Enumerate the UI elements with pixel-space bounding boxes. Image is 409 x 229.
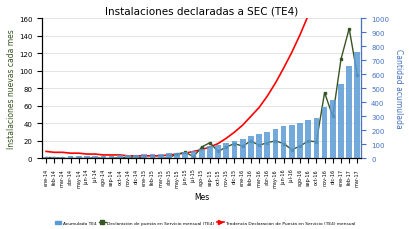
Bar [329, 101, 335, 159]
Bar [59, 157, 65, 159]
Bar [256, 135, 261, 159]
Bar [157, 154, 163, 159]
Bar [182, 152, 188, 159]
Bar [207, 147, 212, 159]
Bar [51, 157, 57, 159]
Bar [247, 137, 253, 159]
Title: Instalaciones declaradas a SEC (TE4): Instalaciones declaradas a SEC (TE4) [105, 7, 298, 17]
X-axis label: Mes: Mes [193, 193, 209, 202]
Bar [84, 157, 90, 159]
Bar [321, 108, 327, 159]
Bar [190, 151, 196, 159]
Bar [337, 85, 343, 159]
Bar [354, 53, 360, 159]
Bar [346, 67, 351, 159]
Bar [43, 157, 49, 159]
Bar [108, 156, 114, 159]
Bar [280, 127, 286, 159]
Bar [231, 142, 237, 159]
Bar [313, 118, 319, 159]
Bar [264, 132, 270, 159]
Bar [117, 155, 122, 159]
Y-axis label: Instalaciones nuevas cada mes: Instalaciones nuevas cada mes [7, 29, 16, 149]
Bar [305, 121, 310, 159]
Bar [166, 154, 171, 159]
Bar [174, 153, 180, 159]
Bar [297, 124, 302, 159]
Bar [92, 156, 98, 159]
Bar [125, 155, 130, 159]
Bar [288, 125, 294, 159]
Bar [149, 154, 155, 159]
Bar [215, 146, 220, 159]
Bar [67, 157, 73, 159]
Bar [76, 157, 81, 159]
Bar [100, 156, 106, 159]
Bar [198, 149, 204, 159]
Bar [272, 129, 278, 159]
Y-axis label: Cantidad acumulada: Cantidad acumulada [393, 49, 402, 129]
Bar [141, 154, 147, 159]
Bar [133, 155, 139, 159]
Bar [223, 144, 229, 159]
Bar [239, 139, 245, 159]
Legend: Acumulado TE4, Declaración de puesta en Servicio mensual (TE4), Tendencia Declar: Acumulado TE4, Declaración de puesta en … [53, 219, 356, 227]
